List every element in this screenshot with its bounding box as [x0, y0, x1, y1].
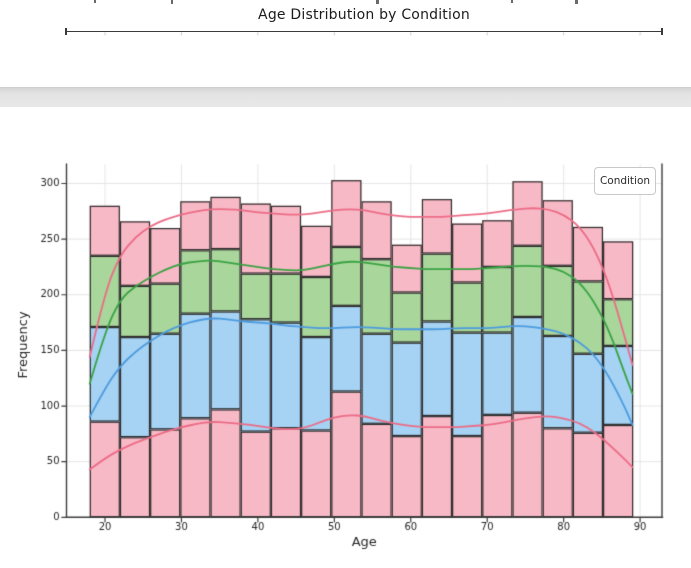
legend-title: Condition: [599, 175, 651, 187]
legend-box: Condition: [594, 167, 656, 195]
